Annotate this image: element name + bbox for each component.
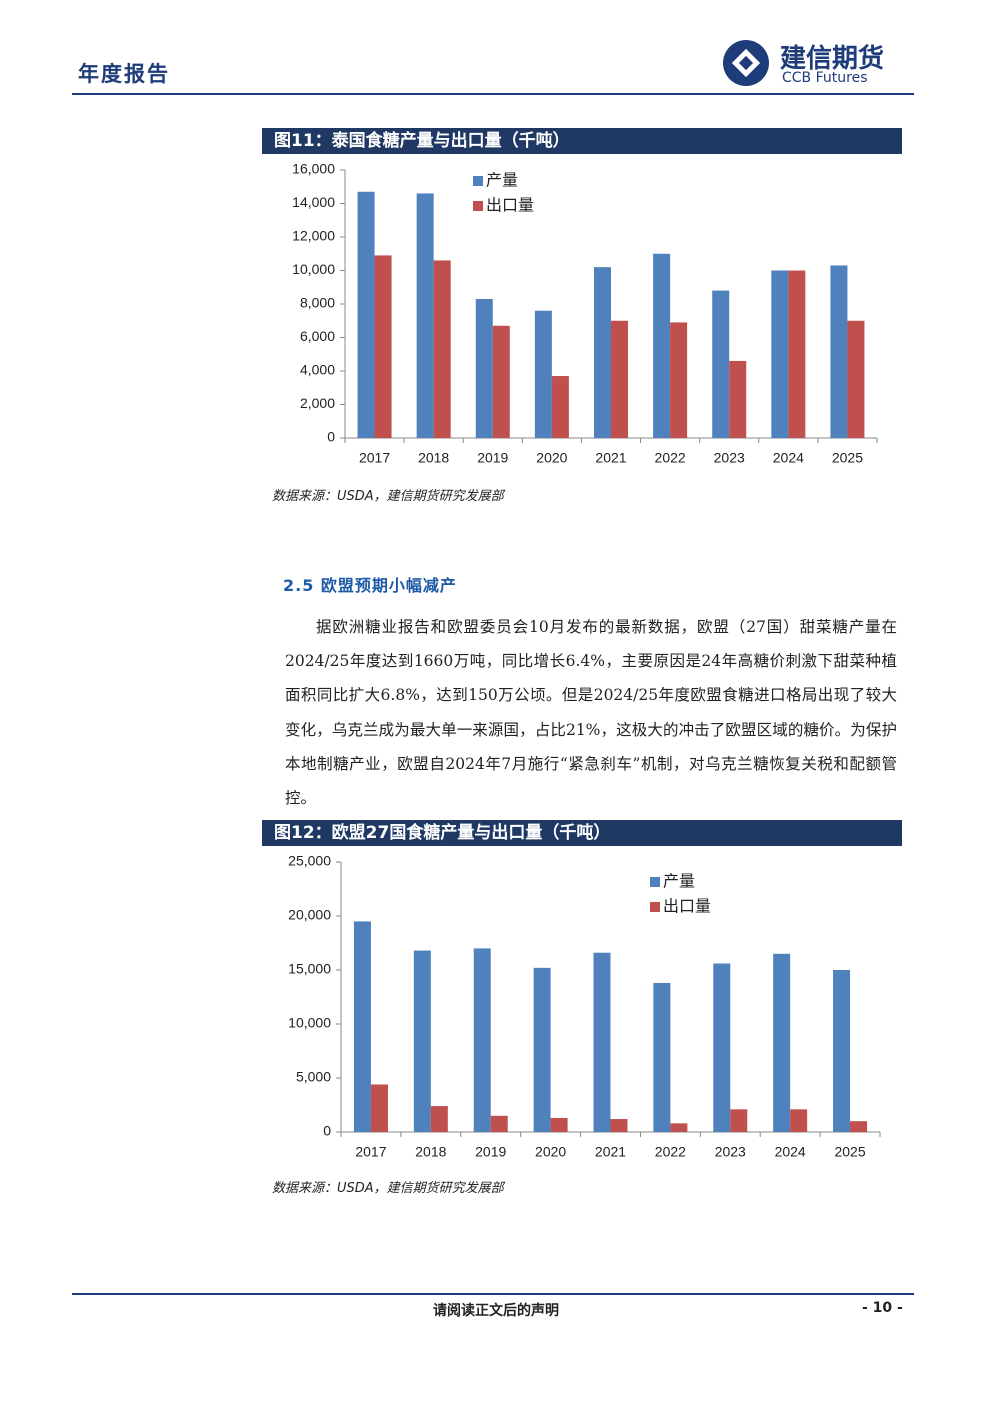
legend-label: 产量 bbox=[663, 872, 695, 891]
y-tick-label: 14,000 bbox=[292, 194, 335, 210]
bar bbox=[790, 1109, 808, 1132]
x-tick-label: 2020 bbox=[535, 1144, 566, 1160]
legend-swatch bbox=[650, 902, 660, 912]
footer-note: 请阅读正文后的声明 bbox=[433, 1303, 559, 1319]
x-tick-label: 2019 bbox=[477, 450, 508, 466]
legend-label: 出口量 bbox=[663, 897, 711, 916]
y-tick-label: 10,000 bbox=[288, 1015, 331, 1031]
bar bbox=[413, 950, 431, 1132]
header-title: 年度报告 bbox=[78, 62, 170, 86]
bar bbox=[490, 1115, 508, 1132]
x-tick-label: 2017 bbox=[359, 450, 390, 466]
logo-text: 建信期货 bbox=[780, 44, 885, 74]
bar bbox=[551, 376, 569, 438]
y-tick-label: 8,000 bbox=[300, 295, 335, 311]
x-tick-label: 2022 bbox=[655, 450, 686, 466]
x-tick-label: 2018 bbox=[418, 450, 449, 466]
y-tick-label: 0 bbox=[323, 1123, 331, 1139]
chart: 0 2,000 4,000 6,000 8,000 10,000 12,000 14,000 1… bbox=[292, 161, 878, 466]
bar bbox=[353, 921, 371, 1132]
x-tick-label: 2017 bbox=[355, 1144, 386, 1160]
logo-icon bbox=[723, 40, 769, 86]
legend-swatch bbox=[473, 176, 483, 186]
page-number: - 10 - bbox=[862, 1300, 903, 1316]
legend-swatch bbox=[650, 877, 660, 887]
y-tick-label: 15,000 bbox=[288, 961, 331, 977]
x-tick-label: 2020 bbox=[536, 450, 567, 466]
bar bbox=[773, 953, 791, 1132]
x-tick-label: 2023 bbox=[715, 1144, 746, 1160]
chart: 0 5,000 10,000 15,000 20,000 25,000 2017 2018 20… bbox=[288, 853, 881, 1160]
legend-swatch bbox=[473, 201, 483, 211]
y-tick-label: 12,000 bbox=[292, 228, 335, 244]
logo-subtext: CCB Futures bbox=[782, 70, 868, 86]
bar bbox=[729, 360, 747, 438]
x-tick-label: 2025 bbox=[834, 1144, 865, 1160]
x-tick-label: 2023 bbox=[714, 450, 745, 466]
bar bbox=[593, 952, 611, 1132]
bar bbox=[433, 260, 451, 438]
x-tick-label: 2021 bbox=[595, 450, 626, 466]
bar bbox=[416, 193, 434, 438]
bar bbox=[850, 1121, 868, 1132]
y-tick-label: 10,000 bbox=[292, 261, 335, 277]
bar bbox=[712, 290, 730, 438]
y-tick-label: 2,000 bbox=[300, 395, 335, 411]
bar bbox=[611, 320, 628, 438]
y-tick-label: 4,000 bbox=[300, 362, 335, 378]
bar bbox=[374, 255, 392, 438]
y-tick-label: 6,000 bbox=[300, 328, 335, 344]
figure-title: 图11：泰国食糖产量与出口量（千吨） bbox=[262, 128, 902, 154]
header-rule bbox=[72, 93, 914, 95]
x-tick-label: 2022 bbox=[655, 1144, 686, 1160]
x-tick-label: 2024 bbox=[775, 1144, 806, 1160]
bar bbox=[430, 1106, 448, 1132]
x-tick-label: 2021 bbox=[595, 1144, 626, 1160]
bar bbox=[788, 270, 806, 438]
y-tick-label: 5,000 bbox=[296, 1069, 331, 1085]
bar bbox=[670, 1123, 688, 1132]
bar bbox=[550, 1117, 568, 1132]
bar bbox=[830, 265, 848, 438]
y-tick-label: 25,000 bbox=[288, 853, 331, 869]
bar bbox=[610, 1119, 628, 1132]
paragraph: 据欧洲糖业报告和欧盟委员会10月发布的最新数据，欧盟（27国）甜菜糖产量在202… bbox=[285, 618, 897, 808]
bar bbox=[653, 253, 671, 438]
bar bbox=[357, 191, 375, 438]
bar bbox=[533, 967, 551, 1132]
section-heading: 2.5 欧盟预期小幅减产 bbox=[283, 576, 457, 595]
bar bbox=[473, 948, 491, 1132]
figure-title: 图12：欧盟27国食糖产量与出口量（千吨） bbox=[262, 820, 902, 846]
bar bbox=[730, 1109, 748, 1132]
figure-source: 数据来源：USDA，建信期货研究发展部 bbox=[272, 1181, 504, 1196]
x-tick-label: 2024 bbox=[773, 450, 804, 466]
bar bbox=[653, 982, 671, 1132]
bar bbox=[771, 270, 789, 438]
x-tick-label: 2025 bbox=[832, 450, 863, 466]
bar bbox=[534, 310, 552, 438]
bar bbox=[475, 298, 493, 438]
bar bbox=[594, 267, 611, 438]
legend-label: 产量 bbox=[486, 171, 518, 190]
bar bbox=[713, 963, 731, 1132]
figure-source: 数据来源：USDA，建信期货研究发展部 bbox=[272, 489, 504, 504]
x-tick-label: 2019 bbox=[475, 1144, 506, 1160]
bar bbox=[833, 970, 851, 1132]
y-tick-label: 16,000 bbox=[292, 161, 335, 177]
bar bbox=[670, 322, 688, 438]
y-tick-label: 0 bbox=[327, 429, 335, 445]
footer-rule bbox=[72, 1293, 914, 1295]
bar bbox=[492, 325, 510, 438]
y-tick-label: 20,000 bbox=[288, 907, 331, 923]
bar bbox=[370, 1084, 388, 1132]
x-tick-label: 2018 bbox=[415, 1144, 446, 1160]
legend-label: 出口量 bbox=[486, 196, 534, 215]
bar bbox=[847, 320, 865, 438]
